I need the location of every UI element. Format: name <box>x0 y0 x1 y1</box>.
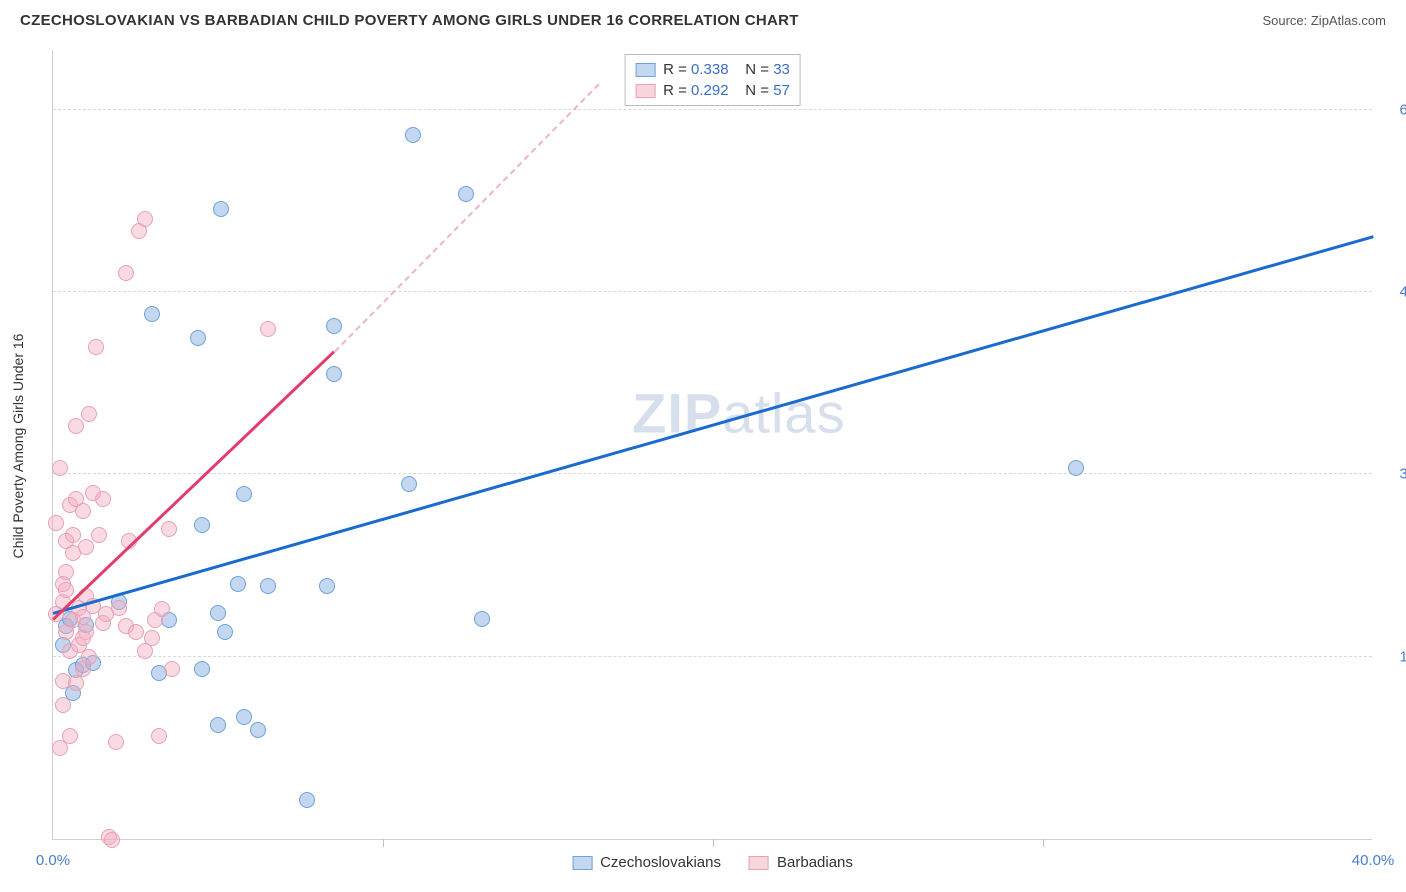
data-point <box>137 211 153 227</box>
xtick-minor <box>713 839 714 847</box>
n-label: N = <box>745 82 769 99</box>
data-point <box>88 339 104 355</box>
data-point <box>326 366 342 382</box>
data-point <box>260 321 276 337</box>
data-point <box>210 605 226 621</box>
chart-title: CZECHOSLOVAKIAN VS BARBADIAN CHILD POVER… <box>20 12 799 29</box>
data-point <box>236 486 252 502</box>
series-legend: Czechoslovakians Barbadians <box>572 854 853 871</box>
plot-surface <box>53 50 1372 839</box>
data-point <box>78 539 94 555</box>
legend-row-series-b: R = 0.292 N = 57 <box>635 80 790 101</box>
data-point <box>62 728 78 744</box>
data-point <box>230 576 246 592</box>
data-point <box>194 517 210 533</box>
data-point <box>299 792 315 808</box>
legend-item-a: Czechoslovakians <box>572 854 721 871</box>
data-point <box>326 318 342 334</box>
data-point <box>68 675 84 691</box>
ytick-label: 45.0% <box>1382 284 1406 301</box>
legend-b-label: Barbadians <box>777 854 853 871</box>
data-point <box>161 521 177 537</box>
ytick-label: 30.0% <box>1382 466 1406 483</box>
scatter-chart: ZIPatlas 15.0%30.0%45.0%60.0%0.0%40.0% R… <box>52 50 1372 840</box>
data-point <box>405 127 421 143</box>
source-prefix: Source: <box>1262 13 1310 28</box>
ytick-label: 60.0% <box>1382 101 1406 118</box>
r-label: R = <box>663 82 687 99</box>
data-point <box>68 418 84 434</box>
data-point <box>1068 460 1084 476</box>
n-label: N = <box>745 61 769 78</box>
ytick-label: 15.0% <box>1382 648 1406 665</box>
swatch-b-icon <box>635 84 655 98</box>
legend-row-series-a: R = 0.338 N = 33 <box>635 59 790 80</box>
data-point <box>81 649 97 665</box>
r-label: R = <box>663 61 687 78</box>
swatch-a-icon <box>572 856 592 870</box>
data-point <box>144 630 160 646</box>
data-point <box>118 265 134 281</box>
source-attribution: Source: ZipAtlas.com <box>1262 13 1386 28</box>
xtick-minor <box>383 839 384 847</box>
legend-a-metrics: R = 0.338 N = 33 <box>663 61 790 78</box>
chart-header: CZECHOSLOVAKIAN VS BARBADIAN CHILD POVER… <box>0 0 1406 37</box>
data-point <box>458 186 474 202</box>
data-point <box>151 728 167 744</box>
swatch-a-icon <box>635 63 655 77</box>
correlation-legend: R = 0.338 N = 33 R = 0.292 N = 57 <box>624 54 801 106</box>
xtick-minor <box>1043 839 1044 847</box>
data-point <box>236 709 252 725</box>
legend-a-label: Czechoslovakians <box>600 854 721 871</box>
data-point <box>55 697 71 713</box>
data-point <box>154 601 170 617</box>
data-point <box>111 600 127 616</box>
data-point <box>55 576 71 592</box>
r-value-a: 0.338 <box>691 61 729 78</box>
source-name: ZipAtlas.com <box>1311 13 1386 28</box>
data-point <box>210 717 226 733</box>
data-point <box>104 832 120 848</box>
legend-b-metrics: R = 0.292 N = 57 <box>663 82 790 99</box>
n-value-b: 57 <box>773 82 790 99</box>
data-point <box>58 533 74 549</box>
data-point <box>128 624 144 640</box>
trend-line <box>53 235 1374 614</box>
data-point <box>213 201 229 217</box>
data-point <box>260 578 276 594</box>
data-point <box>164 661 180 677</box>
data-point <box>95 491 111 507</box>
n-value-a: 33 <box>773 61 790 78</box>
data-point <box>91 527 107 543</box>
data-point <box>190 330 206 346</box>
data-point <box>319 578 335 594</box>
data-point <box>52 460 68 476</box>
xtick-label: 40.0% <box>1352 852 1395 869</box>
trend-line <box>334 83 599 352</box>
data-point <box>217 624 233 640</box>
data-point <box>108 734 124 750</box>
r-value-b: 0.292 <box>691 82 729 99</box>
y-axis-label: Child Poverty Among Girls Under 16 <box>10 334 26 559</box>
data-point <box>75 503 91 519</box>
data-point <box>81 406 97 422</box>
xtick-label: 0.0% <box>36 852 70 869</box>
data-point <box>250 722 266 738</box>
data-point <box>48 515 64 531</box>
legend-item-b: Barbadians <box>749 854 853 871</box>
swatch-b-icon <box>749 856 769 870</box>
data-point <box>194 661 210 677</box>
data-point <box>474 611 490 627</box>
data-point <box>144 306 160 322</box>
data-point <box>75 630 91 646</box>
data-point <box>401 476 417 492</box>
